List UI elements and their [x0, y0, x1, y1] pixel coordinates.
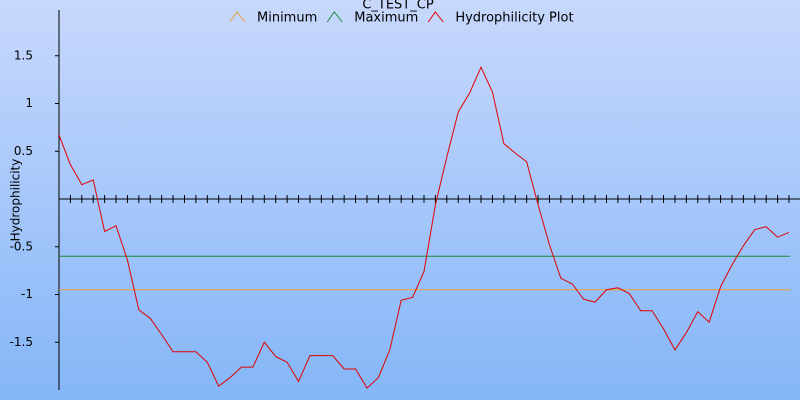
legend-icon — [229, 11, 246, 23]
legend-label: Maximum — [354, 11, 418, 26]
y-tick-label: 1.5 — [14, 48, 33, 62]
y-tick-label: -0.5 — [10, 239, 33, 253]
y-tick-label: -1 — [21, 287, 33, 301]
legend-icon — [427, 11, 444, 23]
chart-title: C_TEST_CP — [362, 0, 434, 13]
legend-icon — [326, 11, 343, 23]
y-axis-label: Hydrophilicity — [9, 159, 23, 242]
y-tick-label: 0.5 — [14, 144, 33, 158]
y-tick-label: -1.5 — [10, 335, 33, 349]
legend-label: Minimum — [257, 11, 317, 26]
data-line — [58, 65, 790, 389]
legend-label: Hydrophilicity Plot — [455, 11, 573, 26]
y-tick-label: 1 — [25, 96, 33, 110]
